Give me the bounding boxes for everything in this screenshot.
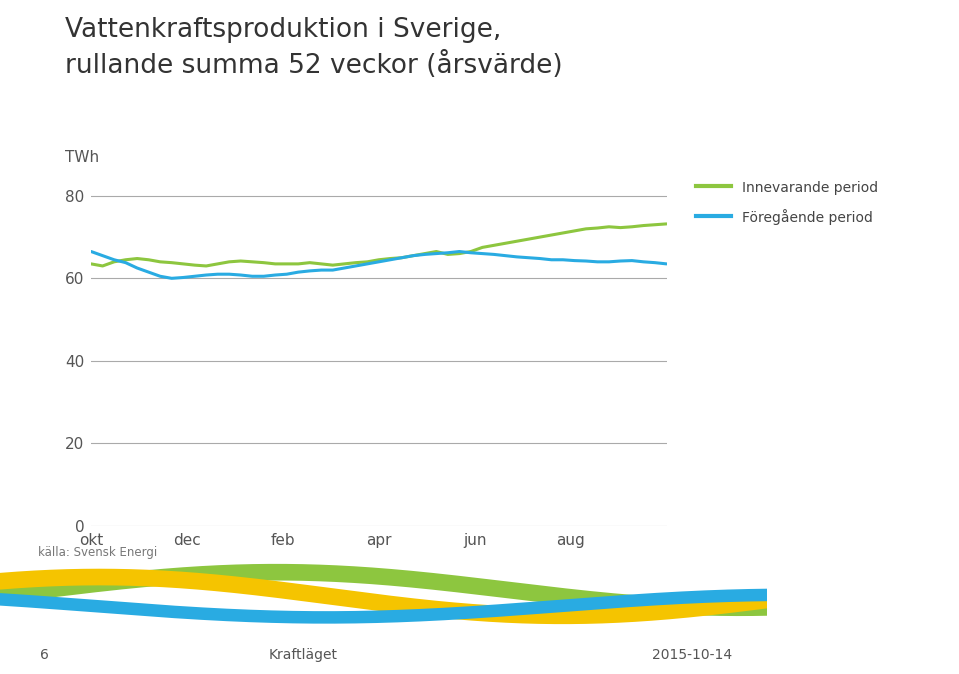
- Text: TWh: TWh: [65, 150, 100, 165]
- Text: Kraftläget: Kraftläget: [269, 648, 338, 662]
- Text: 6: 6: [40, 648, 49, 662]
- Legend: Innevarande period, Föregående period: Innevarande period, Föregående period: [690, 175, 884, 230]
- Text: rullande summa 52 veckor (årsvärde): rullande summa 52 veckor (årsvärde): [65, 51, 563, 79]
- Text: Vattenkraftsproduktion i Sverige,: Vattenkraftsproduktion i Sverige,: [65, 17, 502, 43]
- Text: källa: Svensk Energi: källa: Svensk Energi: [38, 546, 157, 559]
- Text: 2015-10-14: 2015-10-14: [652, 648, 733, 662]
